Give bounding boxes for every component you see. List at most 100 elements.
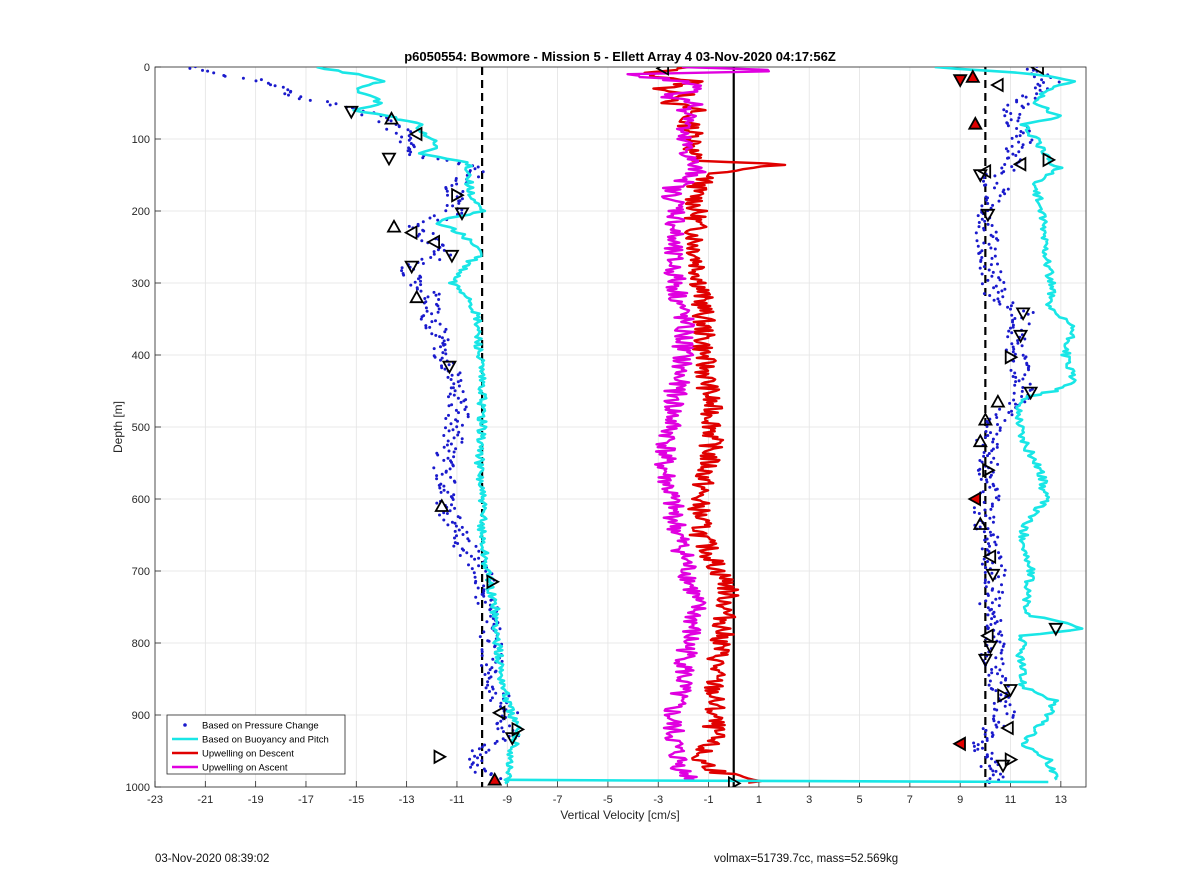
pressure-point [994, 496, 998, 500]
pressure-point [1003, 419, 1007, 422]
pressure-point [1001, 590, 1004, 594]
triangle-marker [985, 568, 1001, 583]
pressure-point [999, 693, 1003, 697]
x-axis-ticks: -23 -21 -19 -17 -15 -13 -11 -9 -7 -5 -3 -1 1 3 5 7 9 11 13 [147, 781, 1067, 806]
pressure-point [980, 460, 984, 464]
pressure-point [989, 623, 993, 626]
legend-item: Based on Pressure Change [183, 721, 319, 732]
pressure-point [457, 411, 460, 415]
pressure-point [473, 581, 477, 585]
pressure-point [987, 673, 991, 677]
pressure-point [449, 386, 453, 390]
pressure-point [223, 74, 227, 78]
pressure-point [489, 773, 493, 777]
pressure-point [491, 657, 495, 661]
pressure-point [991, 612, 995, 616]
pressure-point [994, 230, 998, 234]
pressure-point [1012, 710, 1016, 714]
pressure-point [461, 390, 465, 394]
pressure-point [993, 621, 997, 625]
pressure-point [406, 128, 410, 132]
pressure-point [1017, 150, 1021, 154]
pressure-point [980, 272, 984, 276]
pressure-point [999, 270, 1003, 274]
pressure-point [442, 518, 446, 522]
pressure-point [986, 222, 990, 226]
pressure-point [991, 203, 995, 207]
triangle-marker [504, 732, 520, 746]
pressure-point [432, 214, 436, 218]
pressure-point [516, 711, 520, 715]
pressure-point [990, 671, 994, 675]
pressure-point [1013, 352, 1017, 356]
pressure-point [1000, 633, 1004, 637]
pressure-point [398, 140, 402, 144]
pressure-point [443, 330, 447, 334]
pressure-point [999, 651, 1003, 655]
pressure-point [188, 67, 192, 70]
pressure-point [987, 580, 991, 584]
pressure-point [1024, 95, 1028, 99]
pressure-point [486, 683, 490, 687]
y-tick-label: 400 [132, 350, 150, 362]
pressure-point [999, 681, 1003, 685]
pressure-point [461, 533, 465, 536]
pressure-point [454, 447, 458, 451]
pressure-point [439, 345, 442, 349]
triangle-marker [977, 653, 993, 668]
pressure-point [470, 762, 474, 766]
triangle-marker [434, 498, 450, 512]
legend-swatch [183, 723, 187, 727]
pressure-point [994, 665, 998, 669]
pressure-point [488, 690, 491, 693]
triangle-marker [952, 74, 968, 88]
pressure-point [980, 562, 984, 566]
pressure-point [446, 375, 450, 379]
pressure-point [328, 103, 332, 107]
pressure-point [986, 613, 990, 617]
pressure-point [455, 534, 458, 538]
pressure-point [442, 511, 446, 515]
pressure-point [436, 453, 440, 457]
pressure-point [473, 167, 477, 171]
pressure-point [473, 754, 477, 758]
pressure-point [444, 327, 448, 331]
pressure-point [476, 586, 480, 590]
triangle-marker [441, 360, 457, 375]
pressure-point [982, 557, 986, 561]
pressure-point [998, 556, 1001, 560]
pressure-point [458, 554, 462, 557]
pressure-point [435, 501, 439, 505]
pressure-point [1011, 301, 1015, 305]
pressure-point [442, 488, 446, 492]
pressure-point [1007, 329, 1011, 333]
pressure-point [996, 535, 1000, 539]
pressure-point [482, 584, 486, 588]
pressure-point [297, 97, 301, 101]
pressure-point [977, 472, 981, 476]
pressure-point [484, 750, 488, 754]
chart-title: p6050554: Bowmore - Mission 5 - Ellett A… [404, 49, 836, 64]
pressure-point [450, 503, 453, 507]
pressure-point [477, 747, 481, 751]
pressure-point [424, 324, 428, 328]
pressure-point [415, 287, 419, 291]
pressure-point [442, 458, 446, 462]
pressure-point [985, 739, 989, 742]
pressure-point [419, 289, 423, 293]
triangle-marker [1023, 386, 1039, 401]
pressure-point [1028, 382, 1032, 386]
pressure-point [983, 538, 987, 542]
pressure-point [1003, 287, 1007, 291]
y-tick-label: 600 [132, 494, 150, 506]
pressure-point [442, 339, 446, 343]
pressure-point [385, 127, 389, 131]
pressure-point [1010, 144, 1014, 148]
pressure-point [1011, 350, 1015, 354]
pressure-point [434, 319, 437, 323]
pressure-point [989, 246, 993, 250]
pressure-point [456, 380, 460, 384]
pressure-point [993, 174, 997, 178]
pressure-point [444, 470, 448, 474]
pressure-point [466, 415, 470, 419]
